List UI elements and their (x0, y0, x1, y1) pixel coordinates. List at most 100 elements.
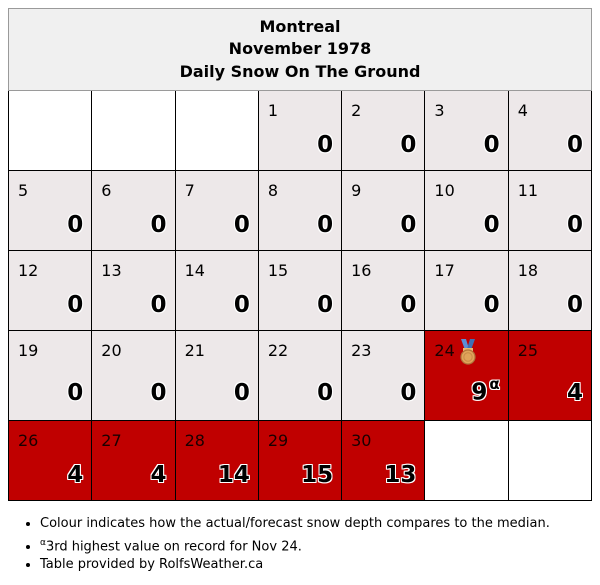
day-number: 4 (517, 101, 528, 120)
snow-depth-number: 0 (150, 212, 167, 238)
day-number: 10 (434, 181, 455, 200)
snow-depth-number: 0 (67, 292, 84, 318)
snow-depth-value: 0 (567, 292, 583, 318)
calendar-body: 1 0 2 0 3 0 4 0 5 0 6 0 7 0 8 0 9 0 10 0 11 0 12 0 13 0 14 0 15 0 16 0 1… (7, 90, 593, 501)
snow-depth-value: 0 (151, 380, 167, 406)
snow-depth-number: 0 (566, 132, 583, 158)
snow-depth-number: 0 (317, 132, 334, 158)
snow-depth-value: 0 (234, 212, 250, 238)
day-number: 15 (267, 261, 289, 280)
snow-depth-value: 0 (317, 212, 333, 238)
snow-depth-value: 0 (151, 292, 167, 318)
snow-depth-value: 0 (317, 292, 333, 318)
snow-calendar: Montreal November 1978 Daily Snow On The… (7, 8, 593, 575)
day-cell: 25 4 (507, 330, 593, 421)
empty-cell (424, 420, 509, 501)
day-cell: 19 0 (7, 330, 93, 421)
calendar-table: Montreal November 1978 Daily Snow On The… (7, 8, 593, 501)
snow-depth-number: 0 (400, 212, 417, 238)
day-number: 7 (184, 181, 195, 200)
snow-depth-number: 0 (233, 380, 250, 406)
day-cell: 20 0 (91, 330, 176, 421)
snow-depth-value: 0 (317, 380, 333, 406)
day-cell: 26 4 (7, 420, 93, 501)
day-cell: 30 13 (341, 420, 426, 501)
snow-depth-number: 0 (150, 292, 167, 318)
day-cell: 17 0 (424, 250, 509, 331)
day-number: 2 (351, 101, 362, 120)
snow-depth-number: 13 (384, 462, 417, 488)
record-text: 3rd highest value on record for Nov 24. (45, 538, 302, 554)
snow-depth-value: 0 (567, 132, 583, 158)
day-number: 14 (184, 261, 205, 280)
day-cell: 21 0 (174, 330, 259, 421)
snow-depth-value: 15 (301, 462, 333, 488)
week-row: 26 4 27 4 28 14 29 15 30 13 (7, 420, 593, 501)
day-number: 24 (434, 341, 455, 360)
snow-depth-number: 14 (217, 462, 250, 488)
snow-depth-value: 0 (151, 212, 167, 238)
day-number: 1 (267, 101, 279, 120)
day-cell: 23 0 (341, 330, 426, 421)
day-number: 3 (434, 101, 445, 120)
chart-subtitle: Daily Snow On The Ground (179, 61, 421, 81)
day-number: 5 (18, 181, 29, 200)
day-number: 12 (18, 261, 39, 280)
week-row: 12 0 13 0 14 0 15 0 16 0 17 0 18 0 (7, 250, 593, 331)
day-cell: 15 0 (257, 250, 343, 331)
day-number: 6 (101, 181, 112, 200)
snow-depth-value: 4 (567, 380, 583, 406)
record-marker: α (489, 375, 500, 394)
snow-depth-value: 0 (67, 292, 83, 318)
day-number: 23 (351, 341, 372, 360)
day-cell: 22 0 (257, 330, 343, 421)
snow-depth-value: 0 (400, 132, 416, 158)
snow-depth-number: 0 (400, 380, 417, 406)
snow-depth-value: 13 (384, 462, 416, 488)
snow-depth-number: 9 (471, 380, 488, 406)
snow-depth-number: 0 (150, 380, 167, 406)
bronze-medal-icon (460, 339, 477, 365)
footnotes: Colour indicates how the actual/forecast… (8, 515, 592, 575)
snow-depth-number: 4 (150, 462, 167, 488)
day-number: 22 (267, 341, 289, 360)
snow-depth-number: 0 (67, 212, 84, 238)
snow-depth-number: 15 (301, 462, 334, 488)
day-number: 25 (517, 341, 539, 360)
month-title: November 1978 (228, 39, 372, 59)
day-number: 13 (101, 261, 122, 280)
day-number: 19 (18, 341, 39, 360)
day-number: 27 (101, 431, 122, 450)
footnote-record: α3rd highest value on record for Nov 24. (40, 534, 592, 557)
snow-depth-value: 0 (400, 212, 416, 238)
footnote-credit: Table provided by RolfsWeather.ca (40, 556, 592, 575)
day-number: 9 (351, 181, 362, 200)
snow-depth-value: 0 (234, 380, 250, 406)
snow-depth-number: 0 (317, 380, 334, 406)
snow-depth-value: 0 (234, 292, 250, 318)
snow-depth-number: 0 (483, 292, 500, 318)
day-cell: 13 0 (91, 250, 176, 331)
day-number: 26 (18, 431, 39, 450)
day-number: 16 (351, 261, 372, 280)
day-number: 30 (351, 431, 372, 450)
snow-depth-number: 0 (566, 292, 583, 318)
record-marker: α (40, 537, 46, 548)
snow-depth-number: 0 (233, 212, 250, 238)
day-cell: 12 0 (7, 250, 93, 331)
day-cell: 14 0 (174, 250, 259, 331)
day-number: 21 (184, 341, 205, 360)
day-cell: 24 9 α (424, 330, 509, 421)
snow-depth-number: 0 (67, 380, 84, 406)
snow-depth-number: 0 (317, 292, 334, 318)
snow-depth-value: 0 (484, 212, 500, 238)
day-cell: 29 15 (257, 420, 343, 501)
